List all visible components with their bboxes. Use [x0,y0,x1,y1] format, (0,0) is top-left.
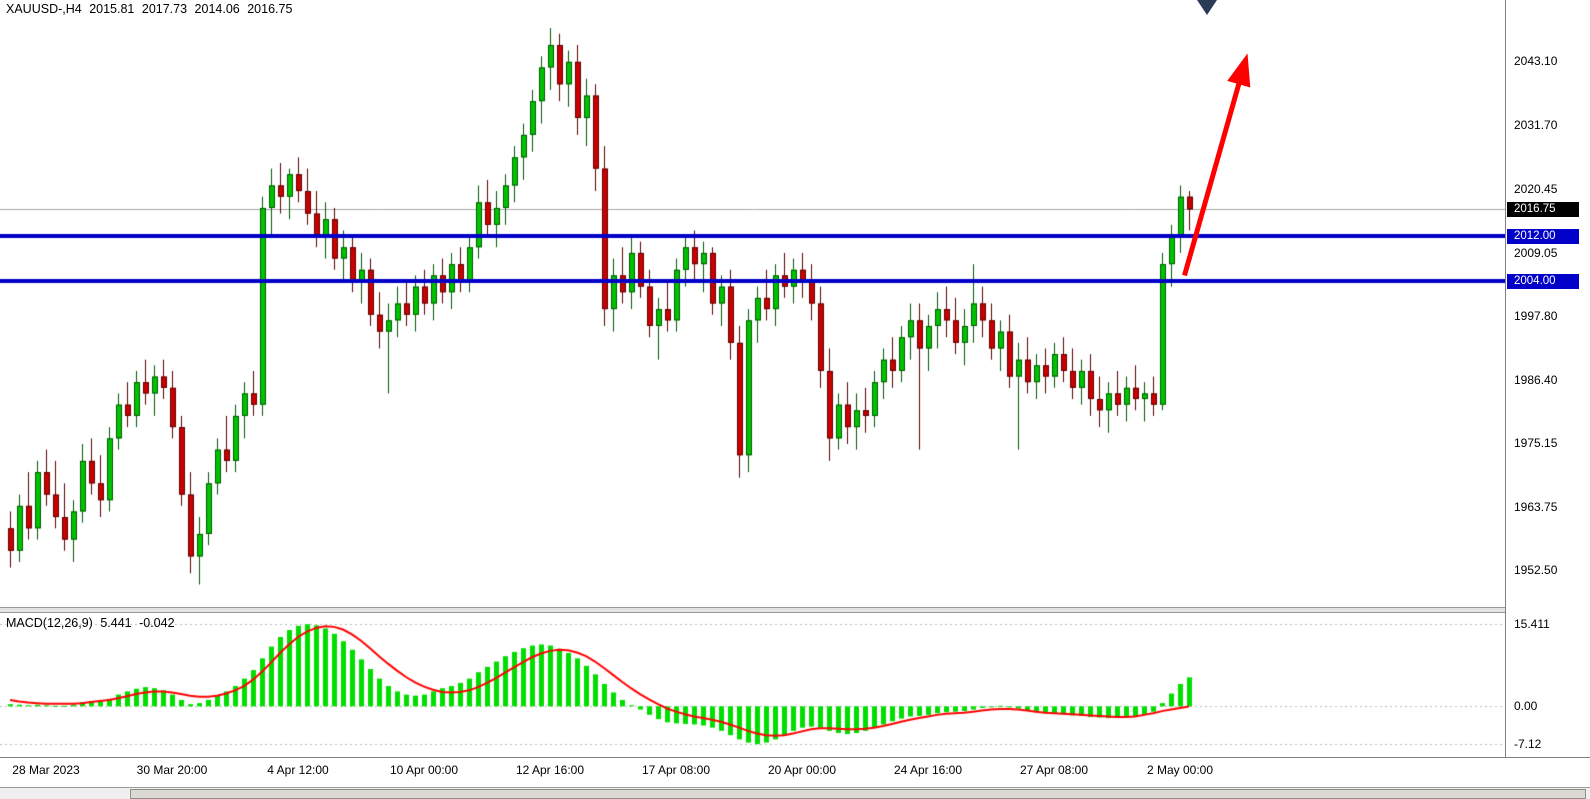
close-value: 2016.75 [247,2,293,16]
time-axis-label: 2 May 00:00 [1146,763,1214,777]
symbol-period-label: XAUUSD-,H4 [6,2,82,16]
time-axis-label: 24 Apr 16:00 [893,763,963,777]
time-axis-label: 28 Mar 2023 [12,763,80,777]
macd-chart-canvas[interactable] [0,613,1505,757]
last-price-badge: 2016.75 [1507,201,1579,217]
price-tick-label: 2031.70 [1514,118,1558,133]
price-tick-label: 2009.05 [1514,245,1558,260]
horizontal-scrollbar[interactable] [0,787,1590,799]
high-value: 2017.73 [141,2,188,16]
macd-tick-label: 15.411 [1514,617,1550,632]
macd-tick-label: -7.12 [1514,737,1542,752]
time-axis-label: 30 Mar 20:00 [136,763,208,777]
time-axis-label: 4 Apr 12:00 [267,763,329,777]
time-axis-label: 20 Apr 00:00 [767,763,837,777]
price-tick-label: 1963.75 [1514,500,1558,515]
time-axis-label: 12 Apr 16:00 [515,763,585,777]
low-value: 2014.06 [194,2,240,16]
price-tick-label: 1997.80 [1514,308,1558,323]
level-price-badge: 2004.00 [1507,273,1579,289]
open-value: 2015.81 [89,2,135,16]
macd-tick-label: 0.00 [1514,699,1538,714]
price-tick-label: 2043.10 [1514,54,1558,69]
price-tick-label: 2020.45 [1514,181,1558,196]
time-axis-label: 17 Apr 08:00 [641,763,711,777]
macd-indicator-pane[interactable]: MACD(12,26,9) 5.441 -0.042 [0,613,1505,757]
macd-indicator-name: MACD(12,26,9) [6,616,93,630]
macd-signal-value: -0.042 [139,616,175,630]
macd-label: MACD(12,26,9) 5.441 -0.042 [6,616,179,630]
pane-separator[interactable] [0,607,1590,613]
time-axis-label: 27 Apr 08:00 [1019,763,1089,777]
candlestick-chart-canvas[interactable] [0,0,1505,607]
price-chart-pane[interactable]: XAUUSD-,H4 2015.81 2017.73 2014.06 2016.… [0,0,1505,607]
price-tick-label: 1986.40 [1514,372,1558,387]
chart-title: XAUUSD-,H4 2015.81 2017.73 2014.06 2016.… [6,2,296,16]
level-price-badge: 2012.00 [1507,228,1579,244]
price-axis[interactable]: 2043.10 2031.70 2020.45 2009.05 1997.80 1986.… [1505,0,1590,757]
macd-main-value: 5.441 [100,616,132,630]
scrollbar-thumb[interactable] [130,789,1586,799]
time-axis-label: 10 Apr 00:00 [389,763,459,777]
price-tick-label: 1952.50 [1514,563,1558,578]
price-tick-label: 1975.15 [1514,436,1558,451]
time-axis[interactable]: 28 Mar 2023 30 Mar 20:00 4 Apr 12:00 10 Apr… [0,757,1590,785]
